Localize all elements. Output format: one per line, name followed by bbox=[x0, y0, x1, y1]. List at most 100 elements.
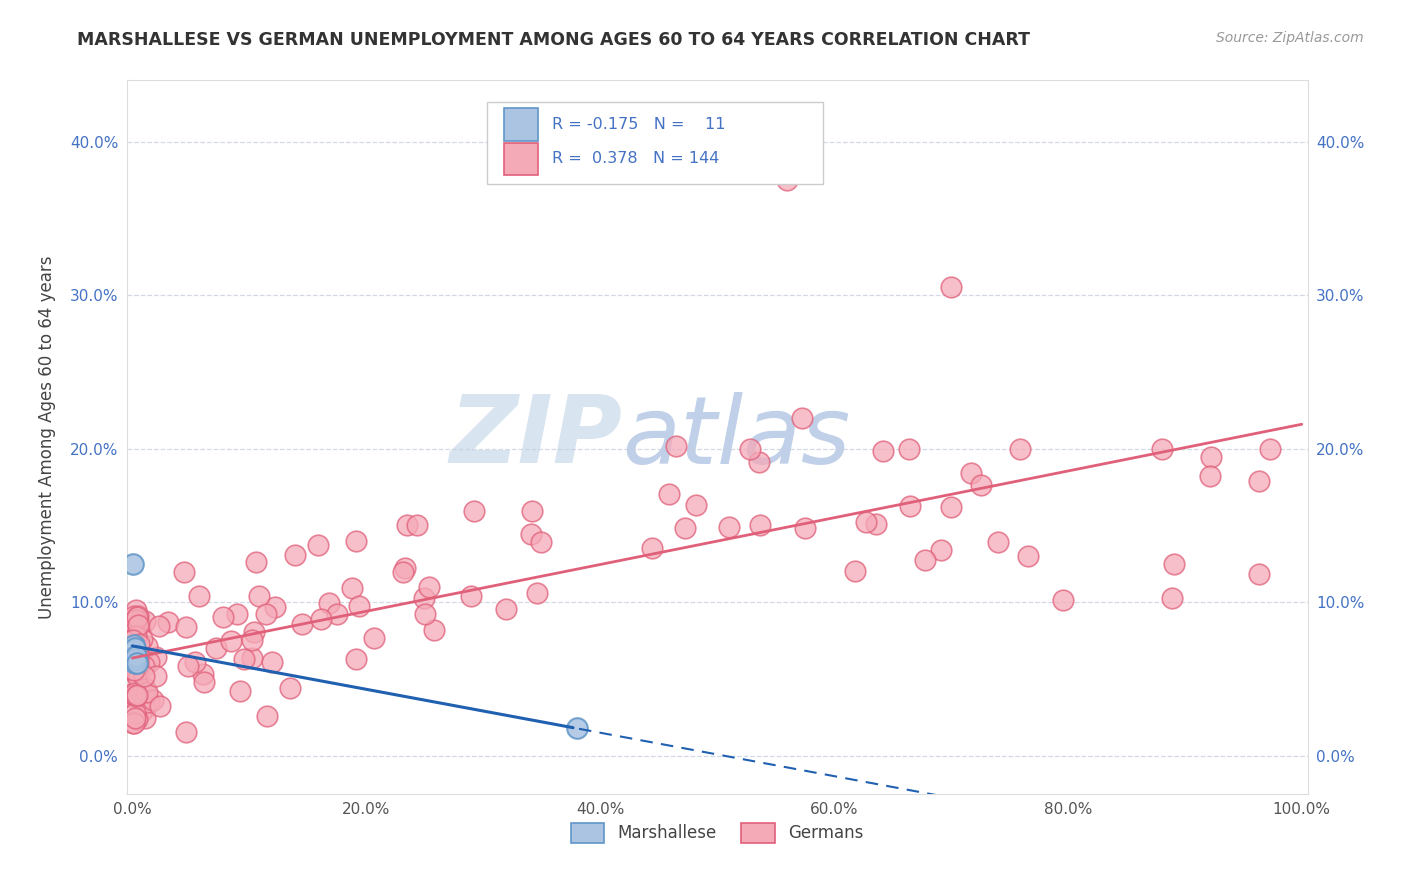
Text: MARSHALLESE VS GERMAN UNEMPLOYMENT AMONG AGES 60 TO 64 YEARS CORRELATION CHART: MARSHALLESE VS GERMAN UNEMPLOYMENT AMONG… bbox=[77, 31, 1031, 49]
Point bbox=[1052, 593, 1074, 607]
Text: R = -0.175   N =    11: R = -0.175 N = 11 bbox=[551, 117, 725, 132]
Point bbox=[124, 662, 146, 676]
Point bbox=[413, 591, 436, 605]
Point bbox=[127, 657, 149, 672]
Point bbox=[122, 638, 145, 652]
Point bbox=[124, 686, 146, 700]
Point bbox=[124, 711, 146, 725]
Point bbox=[131, 632, 153, 646]
Point bbox=[122, 716, 145, 731]
Point bbox=[148, 618, 170, 632]
Point bbox=[176, 658, 198, 673]
Point bbox=[738, 442, 761, 456]
Point bbox=[530, 534, 553, 549]
Point bbox=[748, 455, 770, 469]
Point bbox=[134, 701, 156, 715]
Point bbox=[184, 655, 207, 669]
Point bbox=[135, 684, 157, 698]
Point bbox=[187, 590, 209, 604]
Point bbox=[173, 565, 195, 579]
Point bbox=[125, 712, 148, 726]
Text: Source: ZipAtlas.com: Source: ZipAtlas.com bbox=[1216, 31, 1364, 45]
Point bbox=[127, 653, 149, 667]
Point bbox=[243, 625, 266, 640]
Point bbox=[156, 615, 179, 630]
Point bbox=[134, 680, 156, 694]
Point bbox=[1161, 591, 1184, 605]
Point bbox=[260, 655, 283, 669]
Point bbox=[125, 613, 148, 627]
Point bbox=[124, 706, 146, 721]
Point bbox=[240, 632, 263, 647]
Point bbox=[776, 173, 799, 187]
Point bbox=[344, 533, 367, 548]
Point bbox=[122, 648, 145, 663]
Point bbox=[685, 498, 707, 512]
Point bbox=[526, 586, 548, 600]
Point bbox=[520, 504, 543, 518]
Point bbox=[347, 599, 370, 614]
Point bbox=[1258, 442, 1281, 456]
Point bbox=[225, 607, 247, 621]
Point bbox=[174, 620, 197, 634]
Point bbox=[939, 280, 962, 294]
Point bbox=[423, 624, 446, 638]
Point bbox=[122, 652, 145, 666]
Point bbox=[211, 609, 233, 624]
Point bbox=[128, 685, 150, 699]
Point bbox=[229, 684, 252, 698]
Point bbox=[138, 656, 160, 670]
Point bbox=[122, 688, 145, 702]
Point bbox=[142, 693, 165, 707]
Point bbox=[125, 688, 148, 702]
Legend: Marshallese, Germans: Marshallese, Germans bbox=[564, 816, 870, 850]
Point bbox=[135, 639, 157, 653]
Point bbox=[970, 478, 993, 492]
Point bbox=[121, 627, 143, 641]
Point bbox=[145, 650, 167, 665]
Point bbox=[673, 521, 696, 535]
Point bbox=[565, 721, 588, 735]
Point bbox=[463, 504, 485, 518]
Point bbox=[254, 607, 277, 621]
Point bbox=[340, 581, 363, 595]
Point bbox=[1150, 442, 1173, 456]
Point bbox=[307, 538, 329, 552]
Point bbox=[122, 688, 145, 702]
Point bbox=[121, 633, 143, 648]
Point bbox=[960, 466, 983, 480]
Point bbox=[127, 618, 149, 632]
Point bbox=[418, 580, 440, 594]
Point bbox=[415, 607, 437, 622]
Point bbox=[122, 644, 145, 658]
Point bbox=[1017, 549, 1039, 564]
Point bbox=[284, 549, 307, 563]
Point bbox=[138, 694, 160, 708]
Point bbox=[125, 690, 148, 704]
Point bbox=[658, 487, 681, 501]
Point bbox=[245, 555, 267, 569]
Text: atlas: atlas bbox=[623, 392, 851, 483]
Point bbox=[309, 613, 332, 627]
Point bbox=[1008, 442, 1031, 456]
Point bbox=[149, 699, 172, 714]
FancyBboxPatch shape bbox=[486, 102, 824, 184]
Point bbox=[124, 657, 146, 671]
Point bbox=[174, 724, 197, 739]
Point bbox=[132, 658, 155, 673]
Point bbox=[122, 663, 145, 677]
Point bbox=[718, 520, 741, 534]
Point bbox=[131, 680, 153, 694]
Point bbox=[125, 609, 148, 624]
Point bbox=[127, 671, 149, 685]
Point bbox=[124, 624, 146, 638]
FancyBboxPatch shape bbox=[505, 109, 537, 141]
FancyBboxPatch shape bbox=[505, 143, 537, 175]
Point bbox=[1249, 567, 1271, 582]
Point bbox=[460, 589, 482, 603]
Point bbox=[641, 541, 664, 556]
Point bbox=[127, 669, 149, 683]
Point bbox=[193, 667, 215, 681]
Point bbox=[193, 675, 215, 690]
Point bbox=[290, 617, 312, 632]
